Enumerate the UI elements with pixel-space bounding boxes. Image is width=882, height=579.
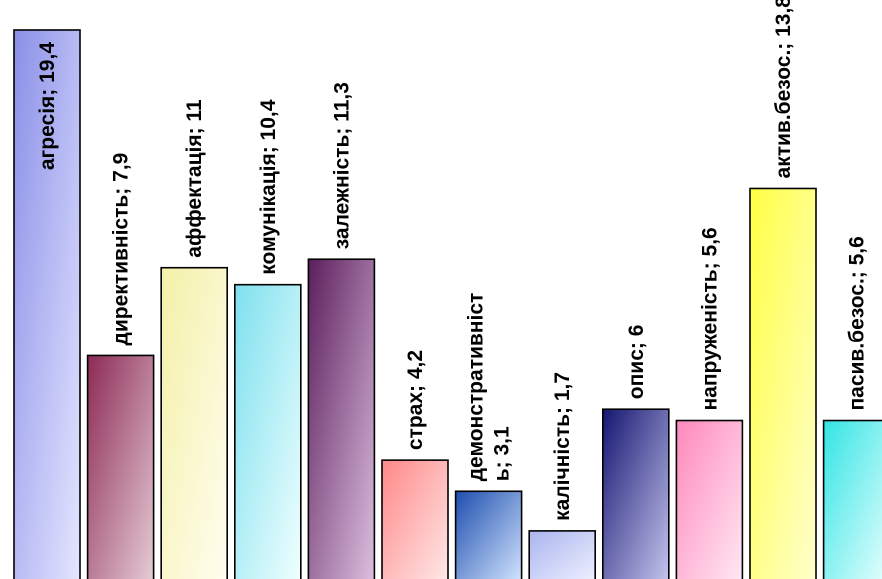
- bar-1: [86, 354, 155, 579]
- data-label-4: залежність; 11,3: [330, 82, 353, 249]
- bar-10: [749, 187, 817, 579]
- data-label-0: агресія; 19,4: [36, 42, 59, 170]
- data-label-9: напруженість; 5,6: [698, 227, 721, 410]
- data-label-6-line-0: демонстративніст: [465, 293, 488, 482]
- bar-0: [13, 29, 81, 579]
- bar-11: [822, 419, 882, 579]
- bar-3: [234, 283, 302, 579]
- bar-9: [675, 419, 744, 579]
- data-label-1: директивність; 7,9: [110, 153, 133, 346]
- bar-2: [160, 266, 228, 579]
- bar-8: [601, 408, 670, 579]
- bar-7: [528, 530, 597, 579]
- bars-layer: [13, 29, 882, 579]
- data-label-10: актив.безос.; 13,8: [772, 0, 795, 178]
- data-label-5: страх; 4,2: [404, 350, 427, 450]
- labels-layer: агресія; 19,4 директивність; 7,9 аффектаці…: [36, 0, 869, 521]
- bar-6: [454, 490, 523, 579]
- bar-5: [381, 459, 449, 579]
- data-label-6-line-1: ь; 3,1: [491, 426, 514, 481]
- data-label-2: аффектація; 11: [183, 99, 206, 258]
- bar-4: [307, 258, 376, 579]
- data-label-8: опис; 6: [625, 325, 648, 400]
- data-label-7: калічність; 1,7: [551, 372, 574, 521]
- data-label-11: пасив.безос.; 5,6: [846, 236, 869, 410]
- data-label-3: комунікація; 10,4: [257, 99, 280, 274]
